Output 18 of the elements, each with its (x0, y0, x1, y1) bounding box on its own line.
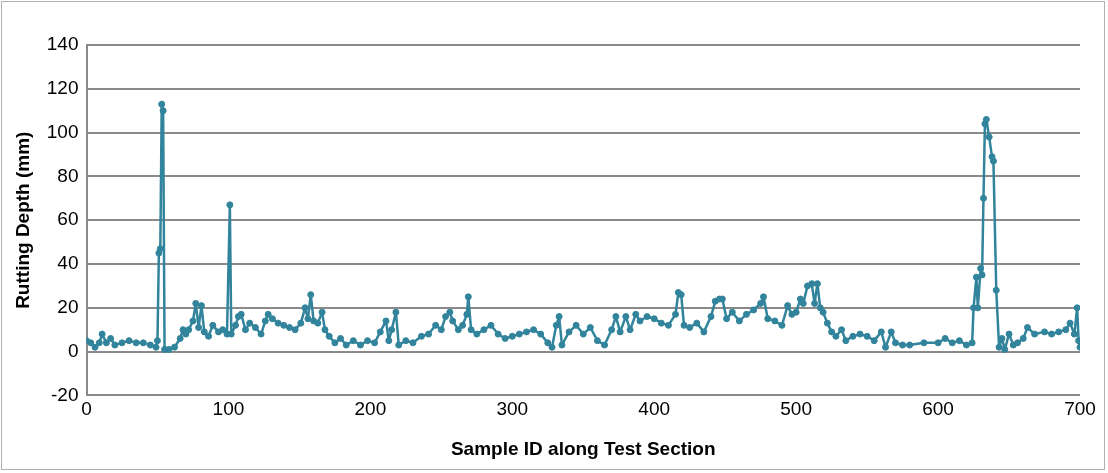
y-tick-label: 100 (46, 120, 79, 142)
x-tick-label: 500 (780, 398, 812, 420)
x-tick-label: 300 (496, 398, 529, 420)
y-tick-label: 60 (57, 208, 79, 230)
x-tick-label: 700 (1064, 398, 1096, 420)
y-axis-title: Rutting Depth (mm) (11, 131, 33, 309)
x-tick-label: 600 (922, 398, 954, 420)
x-tick-label: 400 (638, 398, 671, 420)
x-tick-label: 200 (354, 398, 387, 420)
y-tick-label: 80 (57, 164, 79, 186)
y-tick-label: -20 (51, 383, 79, 405)
y-tick-label: 0 (67, 339, 79, 361)
y-tick-label: 20 (57, 296, 79, 318)
y-tick-label: 40 (57, 252, 79, 274)
x-tick-label: 100 (212, 398, 245, 420)
x-axis-title: Sample ID along Test Section (450, 437, 716, 459)
y-tick-label: 140 (46, 33, 79, 55)
y-tick-label: 120 (46, 77, 79, 99)
